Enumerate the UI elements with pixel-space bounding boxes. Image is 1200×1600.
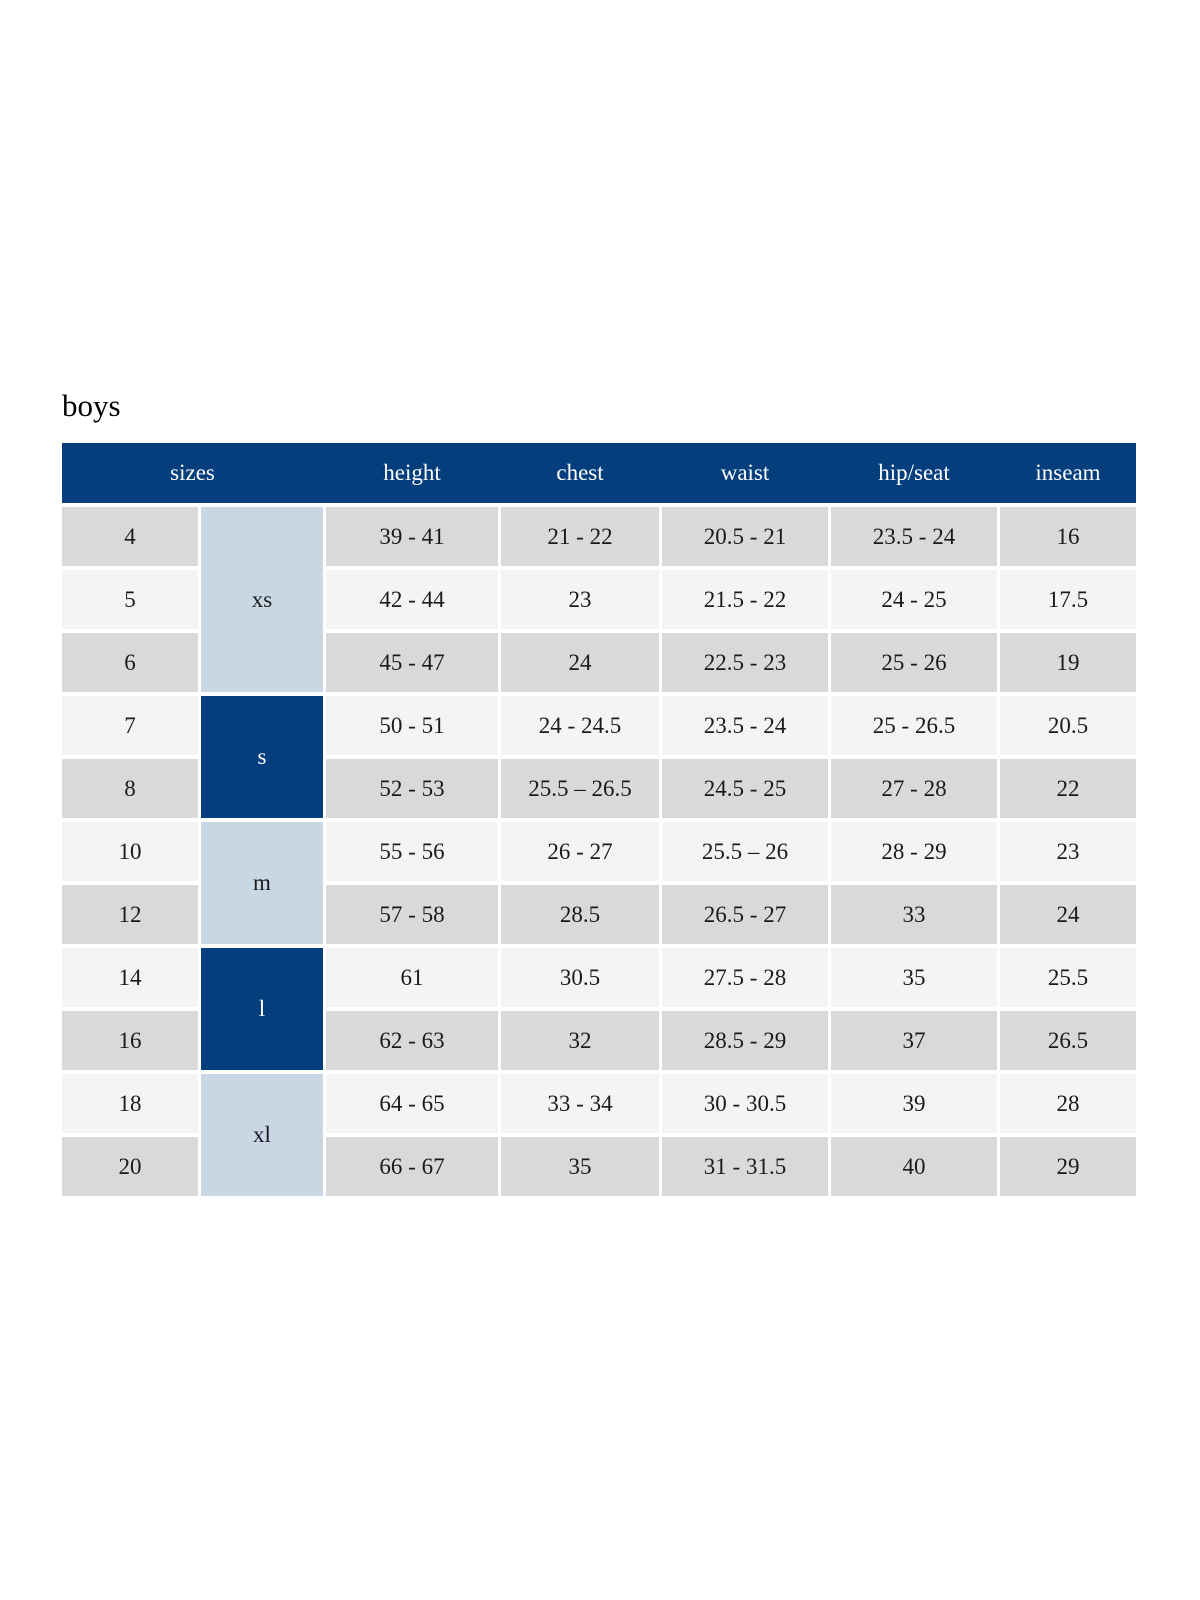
cell-chest: 30.5 xyxy=(501,948,659,1007)
cell-size: 5 xyxy=(62,570,198,629)
cell-waist: 21.5 - 22 xyxy=(662,570,828,629)
cell-chest: 28.5 xyxy=(501,885,659,944)
cell-height: 55 - 56 xyxy=(326,822,498,881)
cell-height: 57 - 58 xyxy=(326,885,498,944)
column-header-sizes: sizes xyxy=(170,460,215,485)
cell-waist: 22.5 - 23 xyxy=(662,633,828,692)
cell-inseam: 23 xyxy=(1000,822,1136,881)
table-header-row: sizes height chest waist hip/seat inseam xyxy=(62,443,1136,503)
cell-chest: 23 xyxy=(501,570,659,629)
cell-height: 62 - 63 xyxy=(326,1011,498,1070)
cell-inseam: 25.5 xyxy=(1000,948,1136,1007)
cell-hip-seat: 27 - 28 xyxy=(831,759,997,818)
cell-height: 61 xyxy=(326,948,498,1007)
cell-hip-seat: 24 - 25 xyxy=(831,570,997,629)
cell-hip-seat: 40 xyxy=(831,1137,997,1196)
cell-inseam: 26.5 xyxy=(1000,1011,1136,1070)
cell-size: 4 xyxy=(62,507,198,566)
cell-chest: 24 - 24.5 xyxy=(501,696,659,755)
cell-chest: 33 - 34 xyxy=(501,1074,659,1133)
cell-inseam: 29 xyxy=(1000,1137,1136,1196)
cell-waist: 31 - 31.5 xyxy=(662,1137,828,1196)
page-title: boys xyxy=(62,388,121,423)
cell-hip-seat: 23.5 - 24 xyxy=(831,507,997,566)
cell-inseam: 28 xyxy=(1000,1074,1136,1133)
size-chart-table: sizes height chest waist hip/seat inseam… xyxy=(62,443,1136,1196)
cell-waist: 20.5 - 21 xyxy=(662,507,828,566)
cell-inseam: 24 xyxy=(1000,885,1136,944)
cell-waist: 28.5 - 29 xyxy=(662,1011,828,1070)
cell-waist: 23.5 - 24 xyxy=(662,696,828,755)
size-group-cell-s: s xyxy=(201,696,323,818)
cell-size: 8 xyxy=(62,759,198,818)
cell-waist: 27.5 - 28 xyxy=(662,948,828,1007)
cell-chest: 24 xyxy=(501,633,659,692)
cell-size: 20 xyxy=(62,1137,198,1196)
cell-inseam: 16 xyxy=(1000,507,1136,566)
column-header-chest: chest xyxy=(556,460,604,485)
cell-inseam: 17.5 xyxy=(1000,570,1136,629)
size-group-cell-xs: xs xyxy=(201,507,323,692)
cell-chest: 25.5 – 26.5 xyxy=(501,759,659,818)
cell-height: 45 - 47 xyxy=(326,633,498,692)
size-group-cell-l: l xyxy=(201,948,323,1070)
cell-height: 64 - 65 xyxy=(326,1074,498,1133)
cell-size: 18 xyxy=(62,1074,198,1133)
cell-inseam: 22 xyxy=(1000,759,1136,818)
cell-size: 14 xyxy=(62,948,198,1007)
cell-waist: 30 - 30.5 xyxy=(662,1074,828,1133)
cell-waist: 26.5 - 27 xyxy=(662,885,828,944)
cell-height: 42 - 44 xyxy=(326,570,498,629)
column-header-hip-seat: hip/seat xyxy=(878,460,950,485)
cell-inseam: 19 xyxy=(1000,633,1136,692)
column-header-waist: waist xyxy=(720,460,770,485)
cell-size: 10 xyxy=(62,822,198,881)
size-group-cell-xl: xl xyxy=(201,1074,323,1196)
cell-hip-seat: 39 xyxy=(831,1074,997,1133)
cell-hip-seat: 33 xyxy=(831,885,997,944)
cell-height: 50 - 51 xyxy=(326,696,498,755)
size-group-cell-m: m xyxy=(201,822,323,944)
cell-chest: 35 xyxy=(501,1137,659,1196)
cell-hip-seat: 37 xyxy=(831,1011,997,1070)
cell-hip-seat: 28 - 29 xyxy=(831,822,997,881)
cell-hip-seat: 35 xyxy=(831,948,997,1007)
cell-size: 12 xyxy=(62,885,198,944)
cell-height: 66 - 67 xyxy=(326,1137,498,1196)
cell-hip-seat: 25 - 26 xyxy=(831,633,997,692)
cell-hip-seat: 25 - 26.5 xyxy=(831,696,997,755)
cell-chest: 32 xyxy=(501,1011,659,1070)
column-header-inseam: inseam xyxy=(1035,460,1101,485)
cell-size: 6 xyxy=(62,633,198,692)
cell-chest: 21 - 22 xyxy=(501,507,659,566)
cell-waist: 24.5 - 25 xyxy=(662,759,828,818)
cell-chest: 26 - 27 xyxy=(501,822,659,881)
cell-size: 7 xyxy=(62,696,198,755)
cell-inseam: 20.5 xyxy=(1000,696,1136,755)
column-header-height: height xyxy=(383,460,441,485)
boys-size-chart-section: boys sizes height chest waist hip/seat i… xyxy=(62,390,1136,1196)
cell-height: 52 - 53 xyxy=(326,759,498,818)
cell-height: 39 - 41 xyxy=(326,507,498,566)
cell-size: 16 xyxy=(62,1011,198,1070)
cell-waist: 25.5 – 26 xyxy=(662,822,828,881)
